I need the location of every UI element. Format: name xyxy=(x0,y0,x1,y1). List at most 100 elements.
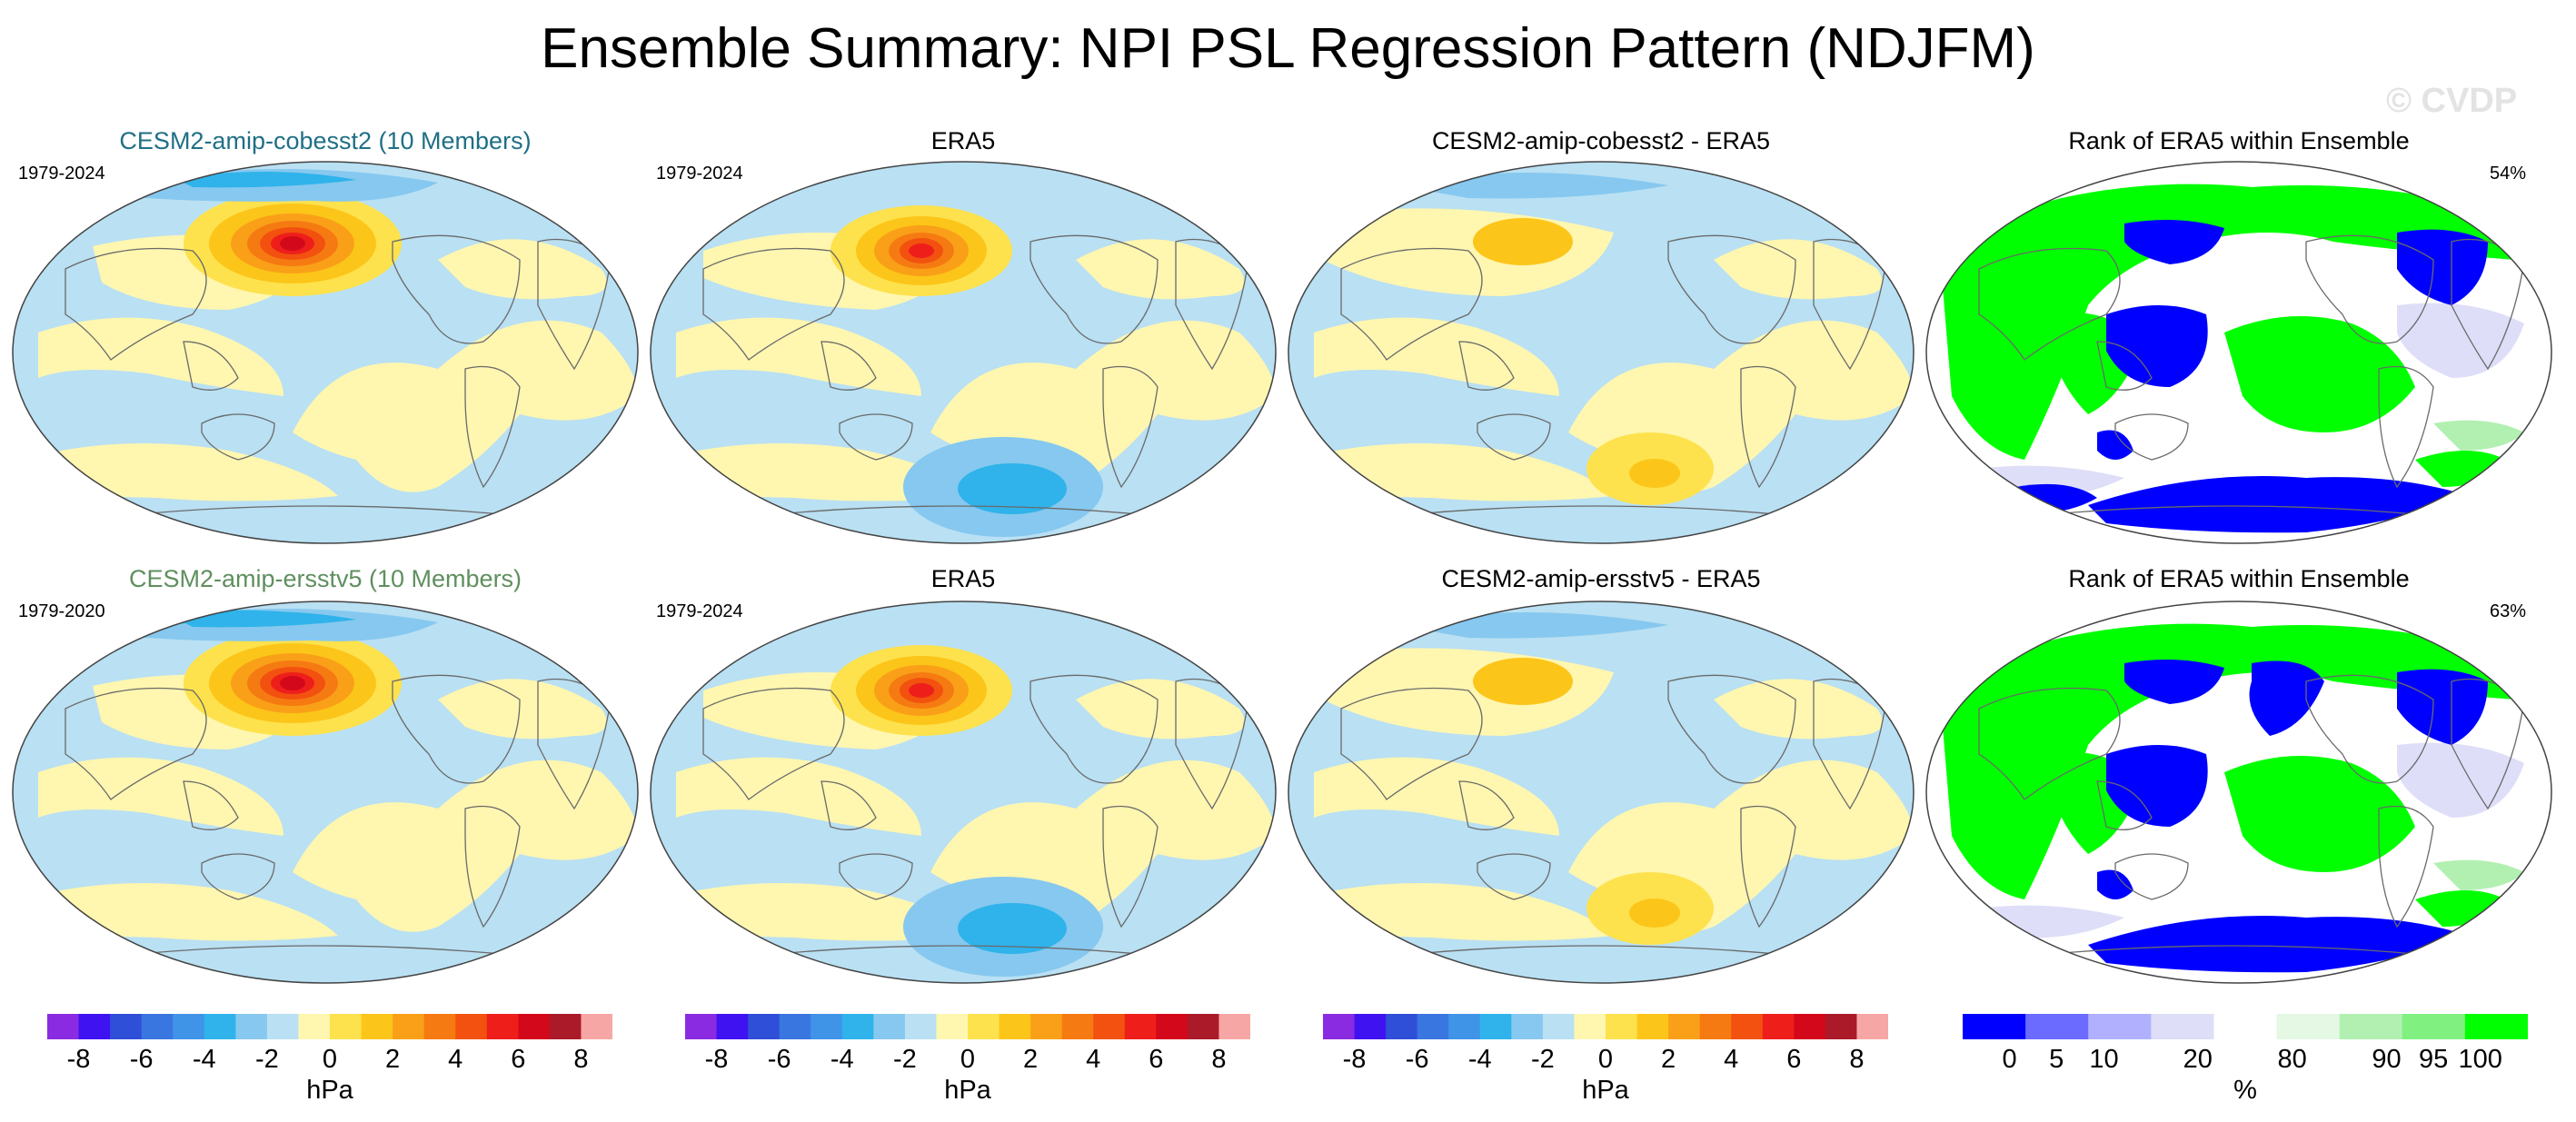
colorbar-tick-label: 0 xyxy=(2002,1045,2017,1074)
coastline xyxy=(183,341,239,391)
map-border xyxy=(1288,161,1915,544)
contour-region xyxy=(676,757,921,836)
colorbar-swatch xyxy=(423,1014,456,1039)
contour-region xyxy=(280,236,305,251)
contour-region xyxy=(2088,476,2470,533)
coastline xyxy=(2305,234,2434,344)
colorbar-swatch xyxy=(936,1014,969,1039)
coastline xyxy=(1813,238,1887,371)
colorbar-tick-label: 4 xyxy=(448,1045,463,1074)
map-border xyxy=(1925,601,2552,984)
colorbar-tick-label: 90 xyxy=(2372,1045,2402,1074)
panel-title: Rank of ERA5 within Ensemble xyxy=(2068,565,2410,592)
coastline xyxy=(2114,853,2189,900)
colorbar-swatch xyxy=(141,1014,174,1039)
robinson-map xyxy=(12,601,639,984)
colorbar-swatch xyxy=(2025,1014,2089,1039)
colorbar-swatch xyxy=(173,1014,205,1039)
contour-region xyxy=(38,757,283,836)
colorbar-swatch xyxy=(779,1014,811,1039)
colorbar-tick-label: 4 xyxy=(1086,1045,1101,1074)
coastline xyxy=(839,413,913,461)
contour-region xyxy=(1629,459,1680,488)
coastline xyxy=(183,780,239,830)
coastline xyxy=(1175,238,1249,371)
colorbar-swatch xyxy=(235,1014,268,1039)
contour-region xyxy=(2397,669,2488,745)
map-border xyxy=(650,161,1277,544)
map-border xyxy=(650,601,1277,984)
coastline xyxy=(1740,805,1796,928)
colorbar-tick-label: -4 xyxy=(192,1045,216,1074)
contour-region xyxy=(1076,239,1245,300)
colorbar-swatch xyxy=(1825,1014,1857,1039)
contour-region xyxy=(2088,916,2470,973)
coastline xyxy=(2096,341,2153,391)
colorbar-swatch xyxy=(266,1014,299,1039)
colorbar-tick-label: 2 xyxy=(1661,1045,1676,1074)
coastline xyxy=(839,853,913,900)
colorbar-swatch xyxy=(1124,1014,1157,1039)
colorbar-swatch xyxy=(1731,1014,1764,1039)
colorbar-swatch xyxy=(999,1014,1031,1039)
colorbar-tick-label: 8 xyxy=(573,1045,589,1074)
colorbar xyxy=(1323,1014,1888,1039)
coastline xyxy=(1458,341,1515,391)
colorbar-units: hPa xyxy=(306,1076,353,1105)
panel-percent-label: 54% xyxy=(2490,164,2527,184)
colorbar-tick-label: 95 xyxy=(2418,1045,2449,1074)
coastline xyxy=(537,238,612,371)
colorbar-swatch xyxy=(873,1014,906,1039)
colorbar-swatch xyxy=(204,1014,236,1039)
colorbar-swatch xyxy=(1323,1014,1356,1039)
contour-region xyxy=(2397,742,2524,818)
colorbar xyxy=(1963,1014,2528,1039)
colorbar-tick-label: -2 xyxy=(254,1045,279,1074)
colorbar-tick-label: 6 xyxy=(511,1045,526,1074)
colorbar-swatch xyxy=(1542,1014,1575,1039)
coastline xyxy=(464,365,521,489)
panel-period-label: 1979-2024 xyxy=(18,164,105,184)
coastline xyxy=(1395,505,1796,517)
colorbar-swatch xyxy=(549,1014,582,1039)
contour-region xyxy=(438,239,607,300)
contour-region xyxy=(2249,660,2324,736)
contour-region xyxy=(280,676,305,690)
contour-region xyxy=(1943,623,2527,899)
contour-region xyxy=(958,463,1067,514)
colorbar-swatch xyxy=(2464,1014,2528,1039)
colorbar-tick-label: -6 xyxy=(1405,1045,1429,1074)
colorbar-tick-label: -8 xyxy=(1342,1045,1367,1074)
colorbar-tick-label: 0 xyxy=(1597,1045,1614,1074)
contour-region xyxy=(1473,658,1573,705)
colorbar-tick-label: -8 xyxy=(704,1045,729,1074)
contour-region xyxy=(2397,229,2488,305)
map-border xyxy=(1288,601,1915,984)
map-border xyxy=(12,601,639,984)
coastline xyxy=(2451,238,2525,371)
contour-region xyxy=(2124,660,2224,704)
colorbar-swatch xyxy=(2213,1014,2278,1039)
coastline xyxy=(1340,687,1483,800)
colorbar xyxy=(47,1014,612,1039)
contour-region xyxy=(1076,679,1245,740)
contour-region xyxy=(676,317,921,396)
colorbar-tick-label: -4 xyxy=(1467,1045,1492,1074)
colorbar-swatch xyxy=(2088,1014,2152,1039)
coastline xyxy=(2114,413,2189,461)
colorbar-tick-label: -4 xyxy=(830,1045,854,1074)
colorbar-swatch xyxy=(841,1014,874,1039)
robinson-map xyxy=(12,161,639,544)
coastline xyxy=(1813,678,1887,810)
coastline xyxy=(201,413,275,461)
contour-region xyxy=(2224,756,2415,872)
coastline xyxy=(65,687,207,800)
colorbar-swatch xyxy=(1156,1014,1189,1039)
panel-percent-label: 63% xyxy=(2490,601,2527,621)
robinson-map xyxy=(650,161,1277,544)
coastline xyxy=(464,805,521,928)
coastline xyxy=(702,687,845,800)
contour-region xyxy=(1714,679,1883,740)
colorbar-swatch xyxy=(1061,1014,1094,1039)
contour-region xyxy=(38,317,283,396)
